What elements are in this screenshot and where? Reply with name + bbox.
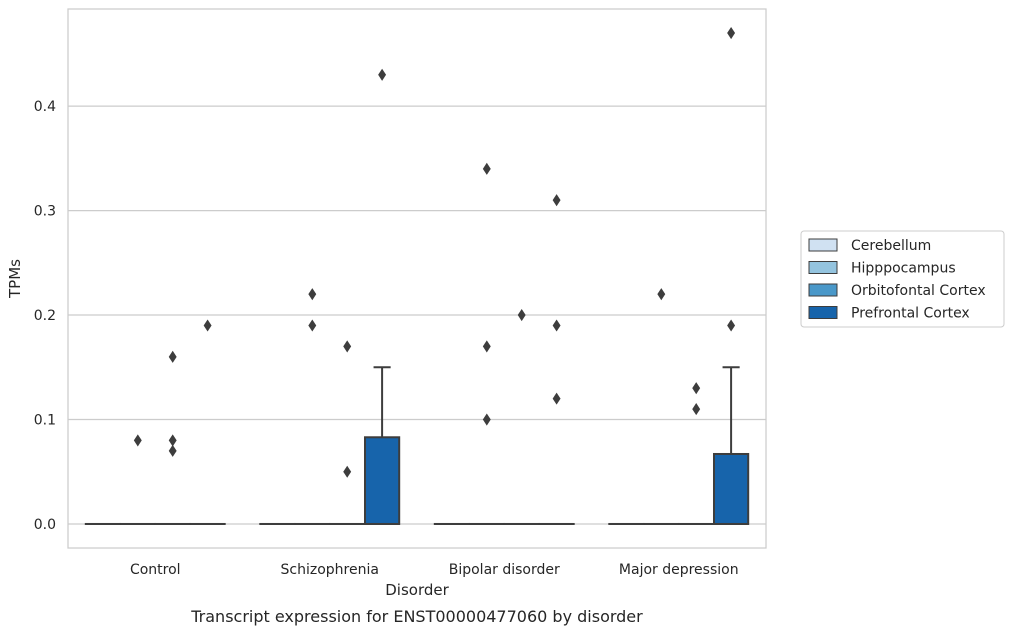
outlier-point [482,413,491,426]
legend-entry: Prefrontal Cortex [808,306,970,322]
outlier-point [133,434,142,447]
legend-label: Cerebellum [851,238,931,254]
outlier-point [308,288,317,301]
legend-swatch [808,261,838,274]
outlier-point [168,350,177,363]
outlier-point [168,434,177,447]
box-body [363,436,401,525]
y-axis-ticks: 0.0 0.1 0.2 0.3 0.4 [34,99,56,533]
legend-swatch [808,306,838,319]
legend-label: Hipppocampus [851,261,956,277]
x-tick-label: Major depression [619,562,739,578]
outlier-point [343,340,352,353]
legend-entry: Hipppocampus [808,261,956,277]
outlier-point [552,319,561,332]
outlier-point [378,68,387,81]
boxes [84,366,750,525]
legend-entry: Cerebellum [808,238,931,254]
outlier-point [482,162,491,175]
y-tick-label: 0.0 [34,517,56,533]
y-axis-title: TPMs [6,259,24,299]
box-body [712,452,750,525]
legend-label: Prefrontal Cortex [851,306,970,322]
chart-caption: Transcript expression for ENST0000047706… [190,607,643,626]
x-tick-label: Control [130,562,181,578]
outlier-point [692,403,701,416]
legend-swatch [808,238,838,252]
legend-frame [800,230,1005,328]
outlier-point [308,319,317,332]
x-axis-title: Disorder [385,581,449,599]
y-tick-label: 0.1 [34,413,56,429]
outlier-point [552,392,561,405]
x-axis-ticks: Control Schizophrenia Bipolar disorder Majo… [130,562,739,578]
outlier-point [517,309,526,322]
outlier-point [203,319,212,332]
plot-frame [67,8,767,549]
x-tick-label: Bipolar disorder [449,562,560,578]
box-prefrontal-cortex [363,366,401,525]
legend-swatch [808,283,838,297]
outlier-point [482,340,491,353]
gridlines [68,105,766,525]
y-tick-label: 0.2 [34,308,56,324]
legend: Cerebellum Hipppocampus Orbitofontal Corte… [800,230,1005,328]
outlier-point [168,444,177,457]
outlier-point [552,194,561,207]
outliers [133,26,736,478]
legend-entry: Orbitofontal Cortex [808,283,986,299]
y-tick-label: 0.3 [34,204,56,220]
legend-label: Orbitofontal Cortex [851,283,986,299]
outlier-point [727,319,736,332]
outlier-point [692,382,701,395]
x-tick-label: Schizophrenia [281,562,379,578]
box-prefrontal-cortex [712,366,750,525]
outlier-point [657,288,666,301]
outlier-point [727,26,736,40]
outlier-point [343,465,352,478]
y-tick-label: 0.4 [34,99,56,115]
